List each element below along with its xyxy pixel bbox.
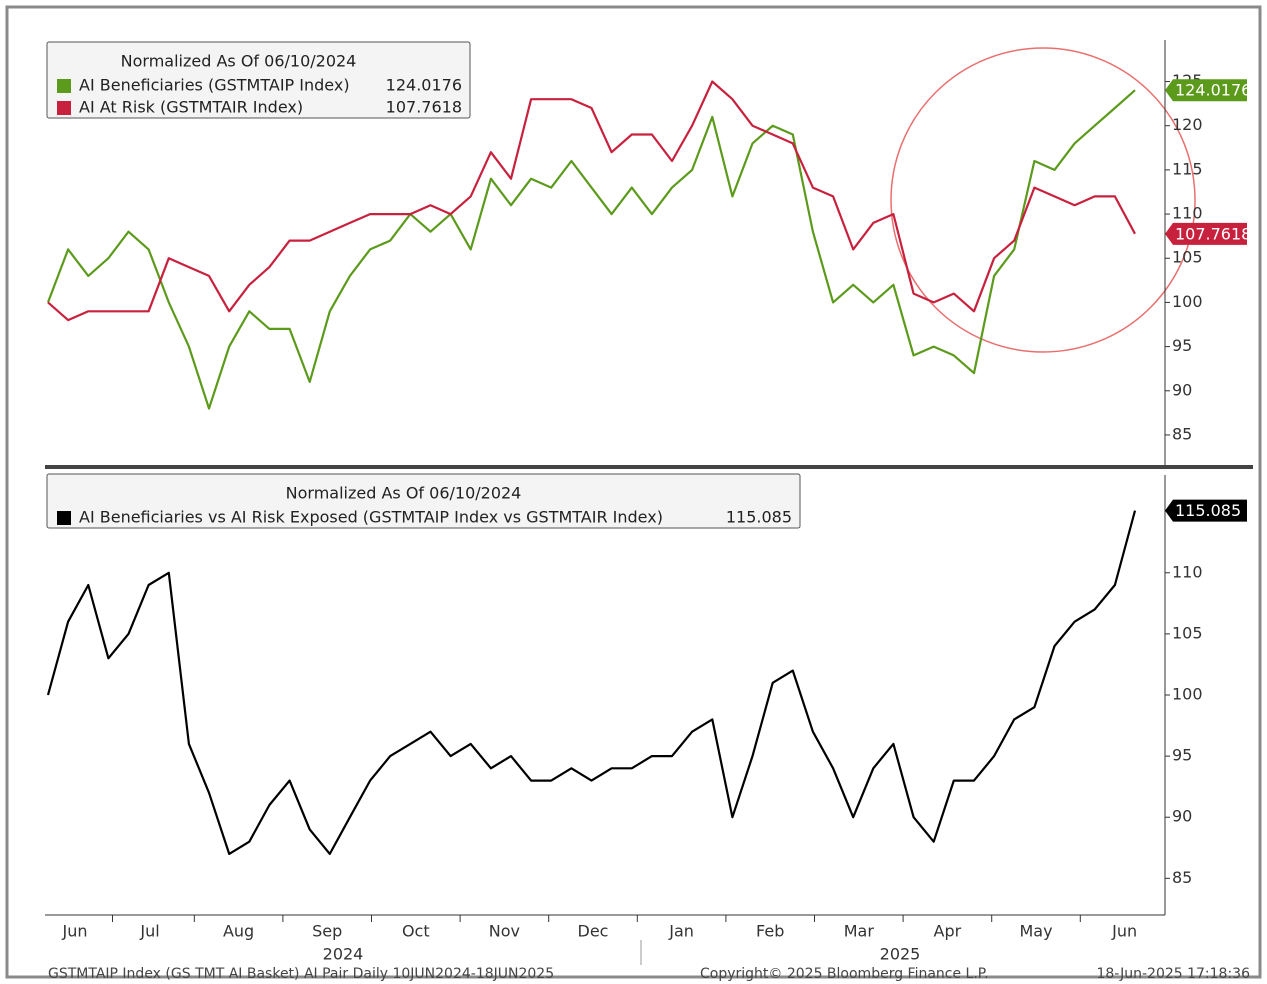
footer-source: GSTMTAIP Index (GS TMT AI Basket) AI Pai…: [48, 966, 554, 982]
legend: Normalized As Of 06/10/2024 AI Beneficiar…: [46, 41, 471, 119]
x-tick-label: Mar: [844, 922, 875, 941]
last-value-tag: [1165, 79, 1247, 102]
footer-timestamp: 18-Jun-2025 17:18:36: [1096, 966, 1250, 982]
last-value-label: 115.085: [1175, 501, 1241, 520]
y-tick-label: 110: [1172, 562, 1203, 581]
y-tick-label: 90: [1172, 807, 1192, 826]
legend-swatch: [57, 79, 71, 93]
x-tick-label: Sep: [312, 922, 342, 941]
last-value-tag: [1165, 499, 1247, 522]
last-value-label: 124.0176: [1175, 81, 1251, 100]
x-tick-label: May: [1019, 922, 1052, 941]
x-year-label: 2024: [323, 945, 364, 964]
legend: Normalized As Of 06/10/2024 AI Beneficiar…: [46, 473, 801, 529]
legend-box: [46, 41, 471, 119]
x-tick-label: Jun: [1111, 922, 1137, 941]
y-tick-label: 105: [1172, 623, 1203, 642]
x-tick-label: Jun: [62, 922, 88, 941]
legend-title: Normalized As Of 06/10/2024: [121, 52, 357, 71]
x-tick-label: Nov: [489, 922, 520, 941]
legend-label: AI At Risk (GSTMTAIR Index): [79, 98, 303, 117]
series-line: [46, 510, 1137, 855]
legend-swatch: [57, 511, 71, 525]
series-line: [46, 89, 1136, 410]
legend-title: Normalized As Of 06/10/2024: [286, 484, 522, 503]
y-tick-label: 100: [1172, 292, 1203, 311]
legend-label: AI Beneficiaries (GSTMTAIP Index): [79, 76, 350, 95]
x-tick-label: Feb: [756, 922, 784, 941]
y-tick-label: 100: [1172, 685, 1203, 704]
legend-value: 115.085: [726, 508, 792, 527]
y-tick-label: 95: [1172, 336, 1192, 355]
y-tick-label: 85: [1172, 868, 1192, 887]
series-line: [47, 80, 1136, 322]
footer-copyright: Copyright© 2025 Bloomberg Finance L.P.: [700, 966, 989, 982]
x-tick-label: Aug: [223, 922, 254, 941]
y-tick-label: 90: [1172, 380, 1192, 399]
highlight-circle: [890, 47, 1196, 353]
y-tick-label: 85: [1172, 424, 1192, 443]
x-tick-label: Apr: [934, 922, 962, 941]
y-tick-label: 95: [1172, 746, 1192, 765]
last-value-label: 107.7618: [1175, 224, 1251, 243]
x-year-label: 2025: [880, 945, 921, 964]
legend-swatch: [57, 101, 71, 115]
y-tick-label: 115: [1172, 159, 1203, 178]
x-tick-label: Jan: [668, 922, 694, 941]
y-tick-label: 110: [1172, 204, 1203, 223]
y-tick-label: 120: [1172, 115, 1203, 134]
legend-value: 124.0176: [386, 76, 462, 95]
x-tick-label: Oct: [402, 922, 430, 941]
y-tick-label: 105: [1172, 248, 1203, 267]
legend-value: 107.7618: [386, 98, 462, 117]
x-tick-label: Dec: [578, 922, 609, 941]
last-value-tag: [1165, 222, 1247, 245]
x-tick-label: Jul: [139, 922, 159, 941]
legend-label: AI Beneficiaries vs AI Risk Exposed (GST…: [79, 508, 663, 527]
legend-box: [46, 473, 801, 529]
